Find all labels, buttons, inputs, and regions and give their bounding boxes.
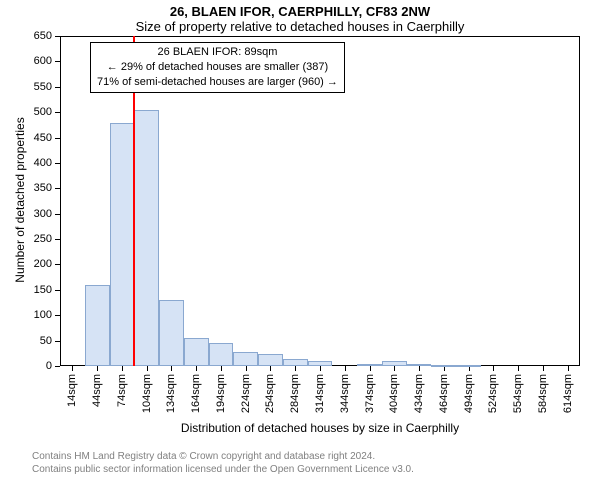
x-tick-label: 134sqm bbox=[165, 374, 177, 413]
footer-line2: Contains public sector information licen… bbox=[32, 463, 592, 476]
chart-title-description: Size of property relative to detached ho… bbox=[0, 19, 600, 36]
y-tick-mark bbox=[55, 163, 60, 164]
y-tick-mark bbox=[55, 341, 60, 342]
x-tick-mark bbox=[122, 366, 123, 371]
y-tick-label: 500 bbox=[0, 106, 52, 118]
y-tick-label: 350 bbox=[0, 182, 52, 194]
x-tick-mark bbox=[568, 366, 569, 371]
infobox-line1: 26 BLAEN IFOR: 89sqm bbox=[97, 45, 338, 60]
y-tick-mark bbox=[55, 290, 60, 291]
x-tick-mark bbox=[97, 366, 98, 371]
y-tick-mark bbox=[55, 239, 60, 240]
x-tick-label: 494sqm bbox=[463, 374, 475, 413]
histogram-bar bbox=[134, 110, 159, 366]
x-tick-mark bbox=[518, 366, 519, 371]
x-tick-label: 74sqm bbox=[116, 374, 128, 407]
histogram-bar bbox=[209, 343, 234, 366]
y-tick-mark bbox=[55, 315, 60, 316]
y-tick-label: 150 bbox=[0, 284, 52, 296]
x-tick-mark bbox=[394, 366, 395, 371]
x-tick-label: 314sqm bbox=[314, 374, 326, 413]
infobox-line2: ← 29% of detached houses are smaller (38… bbox=[97, 60, 338, 75]
footer-attribution: Contains HM Land Registry data © Crown c… bbox=[0, 446, 600, 476]
x-tick-mark bbox=[345, 366, 346, 371]
y-tick-label: 450 bbox=[0, 132, 52, 144]
y-tick-label: 400 bbox=[0, 157, 52, 169]
y-tick-label: 600 bbox=[0, 55, 52, 67]
y-tick-label: 100 bbox=[0, 309, 52, 321]
y-tick-mark bbox=[55, 366, 60, 367]
histogram-bar bbox=[308, 361, 333, 366]
histogram-bar bbox=[233, 352, 258, 366]
histogram-bar bbox=[258, 354, 283, 366]
x-tick-label: 464sqm bbox=[438, 374, 450, 413]
y-tick-mark bbox=[55, 214, 60, 215]
x-tick-label: 344sqm bbox=[339, 374, 351, 413]
x-tick-label: 224sqm bbox=[240, 374, 252, 413]
histogram-bar bbox=[110, 123, 135, 366]
chart-title-address: 26, BLAEN IFOR, CAERPHILLY, CF83 2NW bbox=[0, 0, 600, 19]
y-tick-mark bbox=[55, 188, 60, 189]
x-tick-label: 524sqm bbox=[487, 374, 499, 413]
x-tick-mark bbox=[270, 366, 271, 371]
histogram-bar bbox=[85, 285, 110, 366]
x-tick-label: 254sqm bbox=[264, 374, 276, 413]
y-tick-label: 650 bbox=[0, 30, 52, 42]
x-tick-label: 14sqm bbox=[66, 374, 78, 407]
y-tick-mark bbox=[55, 36, 60, 37]
histogram-bar bbox=[407, 364, 432, 366]
histogram-bar bbox=[456, 365, 481, 367]
x-tick-label: 404sqm bbox=[388, 374, 400, 413]
x-axis-label: Distribution of detached houses by size … bbox=[60, 421, 580, 435]
chart-area: Number of detached properties Distributi… bbox=[0, 36, 600, 446]
x-tick-label: 584sqm bbox=[537, 374, 549, 413]
x-tick-mark bbox=[295, 366, 296, 371]
y-tick-label: 300 bbox=[0, 208, 52, 220]
y-tick-label: 200 bbox=[0, 258, 52, 270]
x-tick-mark bbox=[196, 366, 197, 371]
x-tick-mark bbox=[493, 366, 494, 371]
histogram-bar bbox=[357, 364, 382, 366]
histogram-bar bbox=[431, 365, 456, 367]
histogram-bar bbox=[159, 300, 184, 366]
y-tick-label: 0 bbox=[0, 360, 52, 372]
property-infobox: 26 BLAEN IFOR: 89sqm← 29% of detached ho… bbox=[90, 42, 345, 93]
x-tick-mark bbox=[72, 366, 73, 371]
x-tick-label: 284sqm bbox=[289, 374, 301, 413]
y-tick-label: 250 bbox=[0, 233, 52, 245]
x-tick-label: 374sqm bbox=[364, 374, 376, 413]
x-tick-label: 614sqm bbox=[562, 374, 574, 413]
x-tick-label: 44sqm bbox=[91, 374, 103, 407]
x-tick-label: 194sqm bbox=[215, 374, 227, 413]
y-tick-mark bbox=[55, 138, 60, 139]
x-tick-label: 164sqm bbox=[190, 374, 202, 413]
y-tick-mark bbox=[55, 112, 60, 113]
x-tick-mark bbox=[221, 366, 222, 371]
x-tick-mark bbox=[171, 366, 172, 371]
y-tick-mark bbox=[55, 264, 60, 265]
x-tick-label: 434sqm bbox=[413, 374, 425, 413]
histogram-bar bbox=[283, 359, 308, 366]
infobox-line3: 71% of semi-detached houses are larger (… bbox=[97, 75, 338, 90]
footer-line1: Contains HM Land Registry data © Crown c… bbox=[32, 450, 592, 463]
x-tick-mark bbox=[320, 366, 321, 371]
x-tick-mark bbox=[419, 366, 420, 371]
y-tick-mark bbox=[55, 61, 60, 62]
y-tick-label: 50 bbox=[0, 335, 52, 347]
x-tick-label: 554sqm bbox=[512, 374, 524, 413]
x-tick-mark bbox=[370, 366, 371, 371]
y-tick-label: 550 bbox=[0, 81, 52, 93]
histogram-bar bbox=[382, 361, 407, 366]
histogram-bar bbox=[184, 338, 209, 366]
x-tick-mark bbox=[147, 366, 148, 371]
y-tick-mark bbox=[55, 87, 60, 88]
x-tick-mark bbox=[246, 366, 247, 371]
x-tick-label: 104sqm bbox=[141, 374, 153, 413]
x-tick-mark bbox=[543, 366, 544, 371]
